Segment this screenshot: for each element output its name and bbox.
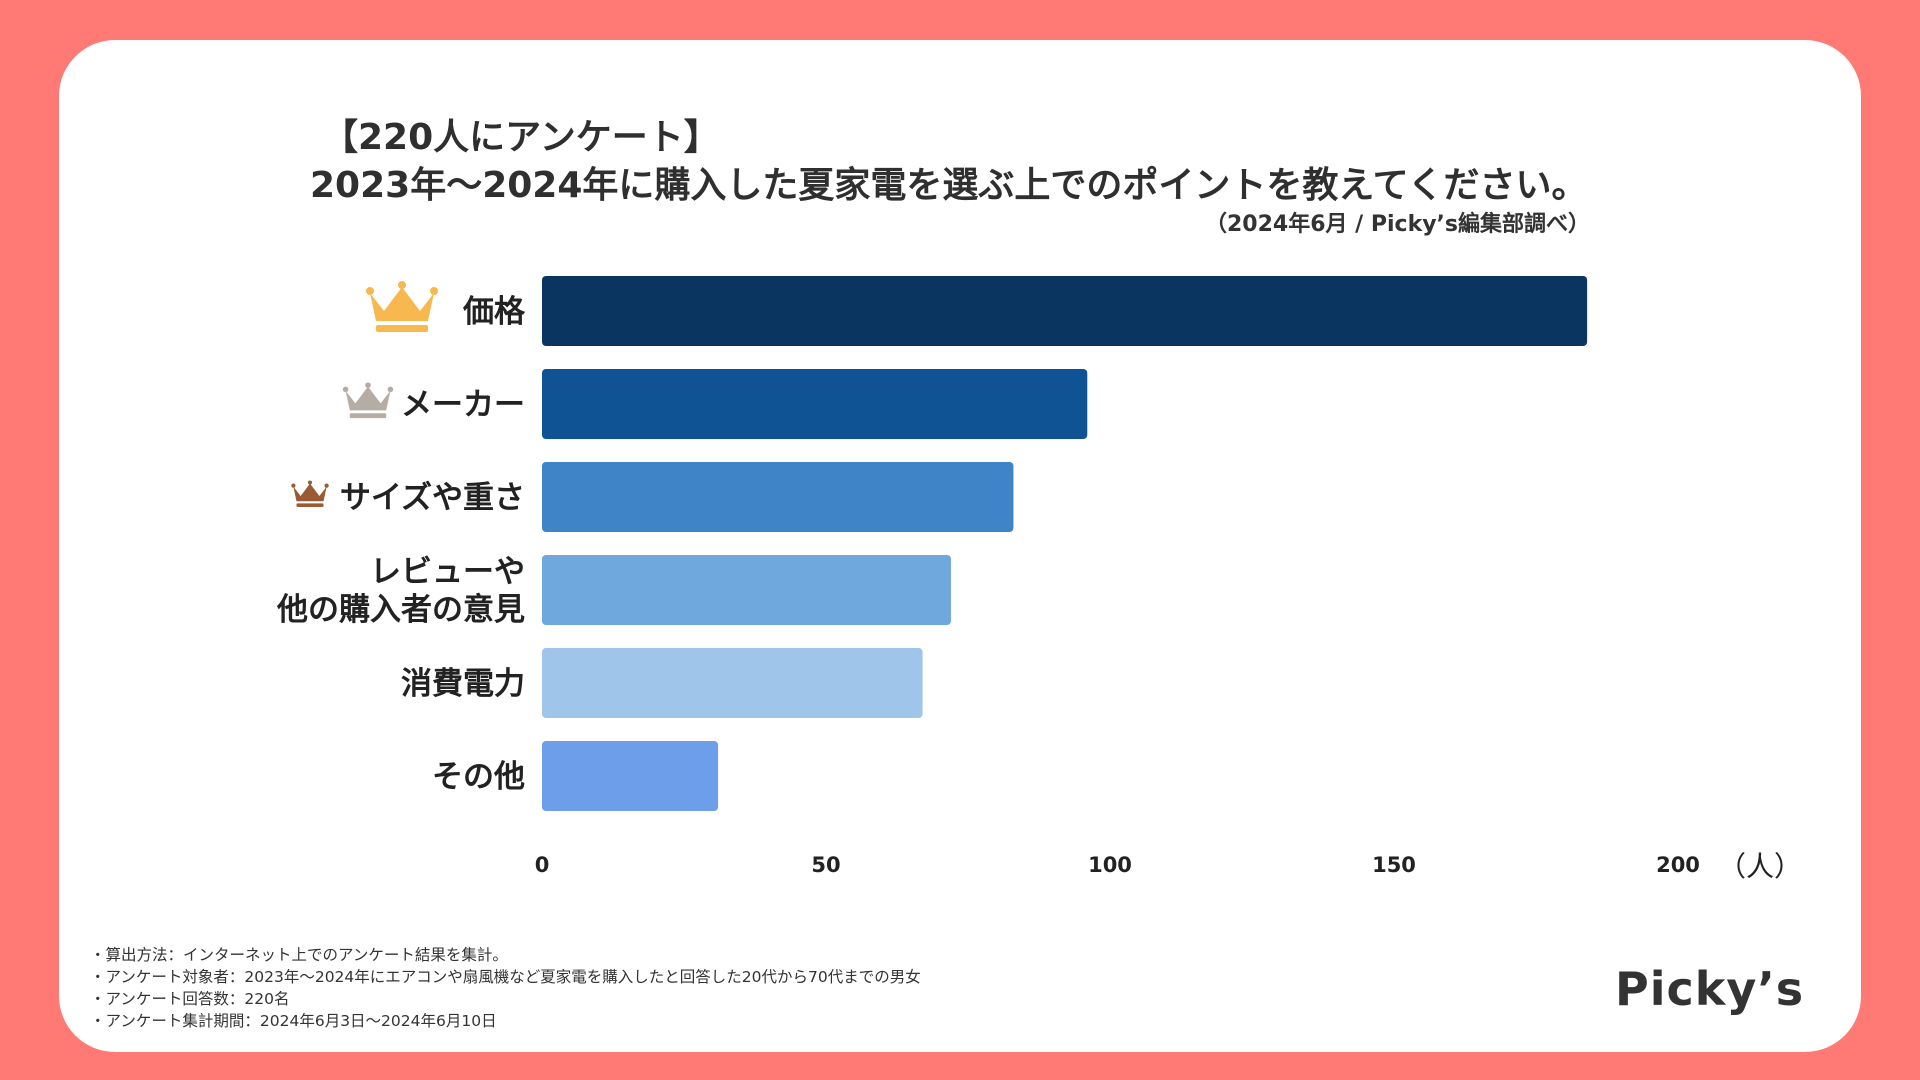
note-period: ・アンケート集計期間：2024年6月3日〜2024年6月10日 — [90, 1012, 497, 1030]
note-target: ・アンケート対象者：2023年〜2024年にエアコンや扇風機など夏家電を購入した… — [90, 968, 921, 986]
brand-logo: Picky’s — [1615, 962, 1805, 1016]
category-label: レビューや — [370, 554, 525, 590]
bar-5 — [542, 648, 923, 718]
chart-title-line-1: 【220人にアンケート】 — [322, 117, 720, 158]
crown-gold-icon — [366, 281, 438, 332]
x-tick-label: 0 — [535, 853, 550, 877]
bar-4 — [542, 555, 951, 625]
category-label: 価格 — [462, 294, 526, 330]
bar-2 — [542, 369, 1088, 439]
x-tick-label: 50 — [811, 853, 840, 877]
content-card — [59, 40, 1861, 1052]
category-label: 他の購入者の意見 — [276, 592, 525, 628]
category-label: その他 — [432, 759, 525, 795]
x-axis-unit: （人） — [1718, 850, 1802, 883]
crown-bronze-icon — [291, 480, 329, 507]
crown-silver-icon — [342, 382, 394, 419]
note-count: ・アンケート回答数：220名 — [90, 990, 290, 1008]
bar-6 — [542, 741, 719, 811]
category-label: 消費電力 — [401, 666, 525, 702]
bar-3 — [542, 462, 1014, 532]
bar-1 — [542, 276, 1588, 346]
chart-source: （2024年6月 / Picky’s編集部調べ） — [1204, 212, 1590, 237]
category-label: サイズや重さ — [340, 480, 525, 516]
x-tick-label: 200 — [1656, 853, 1700, 877]
note-method: ・算出方法：インターネット上でのアンケート結果を集計。 — [90, 946, 508, 964]
category-label: メーカー — [401, 387, 525, 423]
x-tick-label: 150 — [1372, 853, 1416, 877]
chart-title-line-2: 2023年〜2024年に購入した夏家電を選ぶ上でのポイントを教えてください。 — [310, 165, 1588, 206]
x-tick-label: 100 — [1088, 853, 1132, 877]
survey-notes: ・算出方法：インターネット上でのアンケート結果を集計。 ・アンケート対象者：20… — [90, 944, 921, 1032]
